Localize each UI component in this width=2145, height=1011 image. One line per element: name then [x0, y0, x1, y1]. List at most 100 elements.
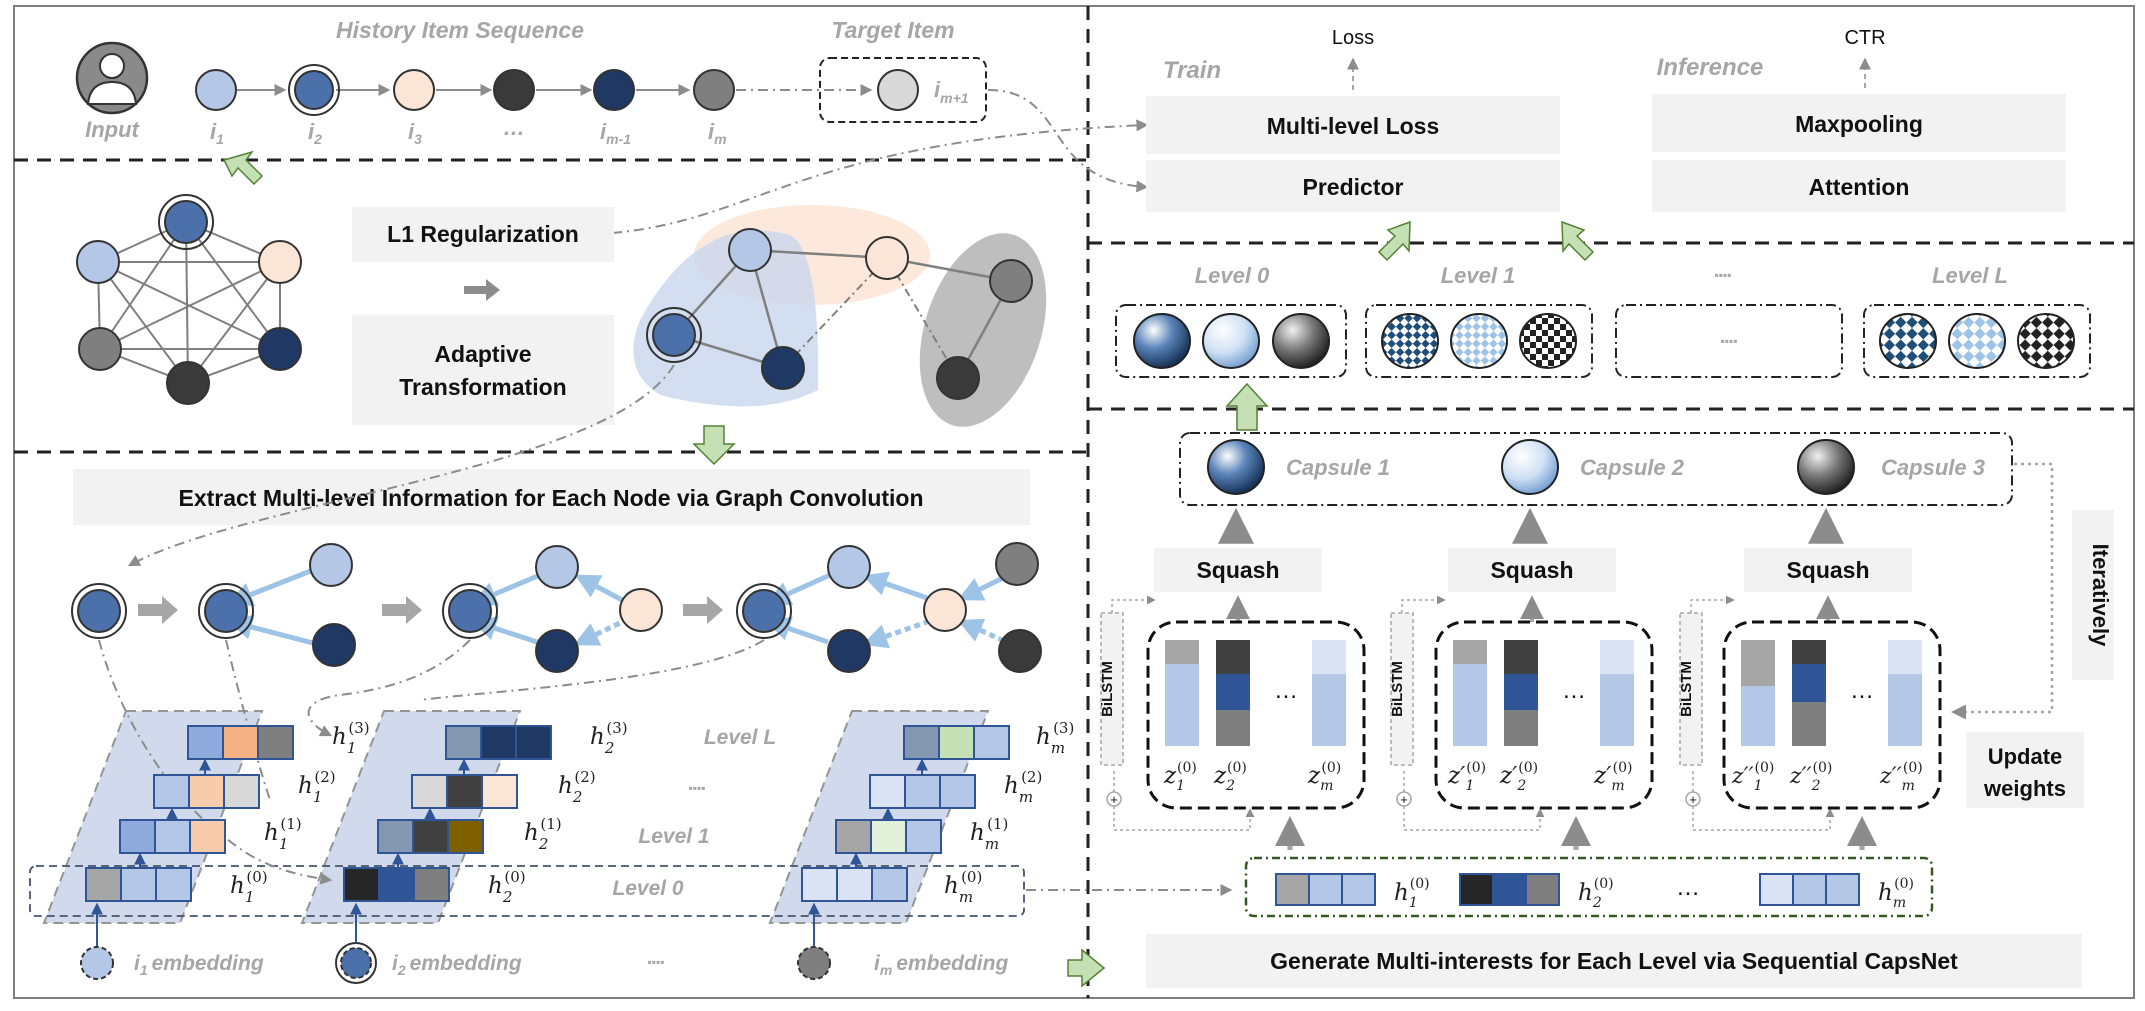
level-0-capsules	[1133, 313, 1330, 369]
stack-1-arrows	[134, 758, 211, 868]
seq-node-4	[493, 69, 535, 111]
svg-text:z2(0): z2(0)	[1213, 760, 1247, 794]
svg-text:im-1: im-1	[600, 119, 631, 147]
stack-2-arrows	[392, 758, 470, 868]
svg-text:z′2(0): z′2(0)	[1499, 760, 1538, 794]
stack-m-arrows	[850, 758, 928, 868]
z-group-1	[1146, 620, 1366, 810]
stack-1-rows	[85, 725, 294, 902]
conv-arrow-1	[138, 596, 178, 624]
multi-level-loss-label: Multi-level Loss	[1267, 113, 1440, 139]
iteratively-box	[2072, 510, 2114, 680]
svg-text:i2: i2	[308, 119, 322, 147]
update-weights-box	[1966, 732, 2084, 808]
svg-text:zm(0): zm(0)	[1307, 760, 1341, 794]
seq-node-2	[294, 70, 334, 110]
squash-box-3	[1744, 548, 1912, 592]
svg-text:z′′2(0): z′′2(0)	[1789, 760, 1832, 794]
green-arrow-2	[692, 425, 736, 466]
green-arrow-3	[1067, 948, 1106, 988]
iteration-link	[1951, 462, 2054, 720]
l1-regularization-label: L1 Regularization	[387, 221, 579, 247]
level-dots-group	[1615, 304, 1843, 378]
loss-label: Loss	[1332, 27, 1374, 49]
generate-title-box	[1146, 934, 2082, 988]
svg-text:hm(0): hm(0)	[1878, 876, 1914, 911]
green-arrow-inference	[1561, 220, 1595, 262]
svg-text:h2(3): h2(3)	[590, 719, 628, 757]
bilstm-group-2: BiLSTM +	[1389, 595, 1545, 831]
svg-text:▪▪▪▪: ▪▪▪▪	[1714, 268, 1731, 282]
conv-arrow-3	[683, 596, 723, 624]
predictor-label: Predictor	[1303, 174, 1404, 200]
multi-level-loss-box	[1146, 96, 1560, 154]
seq-node-3	[393, 69, 435, 111]
seq-node-2-ring	[288, 64, 340, 116]
target-title: Target Item	[831, 17, 954, 43]
svg-text:BiLSTM: BiLSTM	[1678, 661, 1695, 717]
seq-node-m-1	[593, 69, 635, 111]
svg-text:z′m(0): z′m(0)	[1593, 760, 1632, 794]
l1-regularization-box	[352, 207, 614, 262]
z-group-2	[1434, 620, 1654, 810]
level-1-capsules	[1381, 313, 1577, 369]
svg-text:z1(0): z1(0)	[1163, 760, 1197, 794]
svg-text:Level L: Level L	[1932, 263, 2008, 288]
history-title: History Item Sequence	[336, 17, 584, 43]
svg-text:i3: i3	[408, 119, 422, 147]
svg-text:h1(3): h1(3)	[332, 719, 370, 757]
adaptive-transformation-label-1: Adaptive	[434, 341, 531, 367]
z-labels-3: z′′1(0) z′′2(0) z′′m(0)	[1731, 760, 1923, 794]
conv-step-2	[198, 543, 356, 667]
z-columns-3	[1741, 640, 1922, 746]
conv-title-box	[73, 469, 1030, 525]
maxpooling-label: Maxpooling	[1795, 111, 1923, 137]
svg-text:i1: i1	[210, 119, 224, 147]
svg-text:Level 1: Level 1	[1441, 263, 1516, 288]
svg-text:im: im	[708, 119, 727, 147]
h-sequence-box	[1244, 856, 1934, 918]
squash-to-capsule-arrows	[1218, 507, 1844, 544]
svg-text:hm(1): hm(1)	[970, 815, 1008, 853]
seq-node-1	[195, 69, 237, 111]
target-node	[877, 69, 919, 111]
maxpooling-box	[1652, 94, 2066, 152]
bilstm-group-1: BiLSTM +	[1099, 595, 1255, 831]
level-0-band	[29, 865, 1025, 917]
svg-text:h2(0): h2(0)	[488, 868, 526, 906]
capsule-3-label: Capsule 3	[1881, 455, 1985, 480]
svg-text:hm(0): hm(0)	[944, 868, 982, 906]
reg-to-loss-link	[611, 119, 1149, 234]
level-titles: Level 0 Level 1 ▪▪▪▪ Level L	[1195, 263, 2008, 288]
svg-text:z′′m(0): z′′m(0)	[1879, 760, 1923, 794]
svg-text:hm(3): hm(3)	[1036, 719, 1074, 757]
svg-text:h2(2): h2(2)	[558, 768, 596, 806]
update-weights-label-1: Update	[1988, 744, 2063, 769]
stack-m-rows	[801, 725, 1010, 902]
level-0-label: Level 0	[612, 877, 684, 900]
svg-text:+: +	[1400, 792, 1408, 807]
target-item-box	[819, 57, 987, 123]
adaptive-transformation-label-2: Transformation	[399, 374, 566, 400]
target-node-label: im+1	[934, 77, 969, 106]
inference-label: Inference	[1657, 54, 1764, 81]
svg-text:…: …	[1850, 677, 1874, 704]
capsule-row	[1179, 432, 2013, 506]
level-0-group	[1115, 304, 1347, 378]
svg-text:z′′1(0): z′′1(0)	[1731, 760, 1774, 794]
update-weights-label-2: weights	[1983, 776, 2066, 801]
stack-dots: ▪▪▪▪	[688, 781, 705, 795]
target-to-predictor-link	[987, 89, 1149, 193]
svg-text:z′1(0): z′1(0)	[1447, 760, 1486, 794]
h-labels-stack-2: h2(3) h2(2) h2(1) h2(0)	[488, 719, 628, 906]
full-graph	[76, 194, 302, 405]
seq-node-m	[693, 69, 735, 111]
z-column-ellipsis: … … …	[1274, 677, 1874, 704]
svg-text:h1(0): h1(0)	[230, 868, 268, 906]
attention-label: Attention	[1809, 174, 1910, 200]
sequence-labels: i1 i2 i3 … im-1 im	[210, 115, 727, 147]
svg-text:BiLSTM: BiLSTM	[1389, 661, 1406, 717]
